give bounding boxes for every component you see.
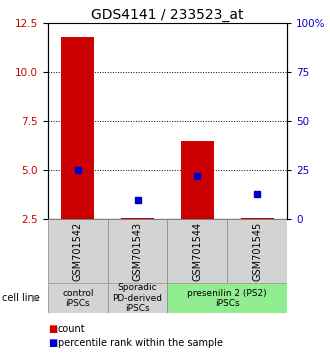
- Bar: [61, 37, 94, 219]
- Bar: [48, 283, 108, 313]
- Text: count: count: [58, 324, 85, 333]
- Bar: [121, 217, 154, 219]
- Text: Sporadic
PD-derived
iPSCs: Sporadic PD-derived iPSCs: [113, 283, 163, 313]
- Text: ■: ■: [48, 324, 57, 333]
- Bar: [227, 219, 287, 283]
- Bar: [181, 141, 214, 219]
- Title: GDS4141 / 233523_at: GDS4141 / 233523_at: [91, 8, 244, 22]
- Text: presenilin 2 (PS2)
iPSCs: presenilin 2 (PS2) iPSCs: [187, 289, 267, 308]
- Text: GSM701545: GSM701545: [252, 222, 262, 281]
- Text: GSM701543: GSM701543: [133, 222, 143, 281]
- Bar: [108, 283, 167, 313]
- Text: GSM701544: GSM701544: [192, 222, 202, 281]
- Bar: [168, 283, 287, 313]
- Text: control
iPSCs: control iPSCs: [62, 289, 93, 308]
- Text: ■: ■: [48, 338, 57, 348]
- Bar: [48, 219, 108, 283]
- Text: cell line: cell line: [2, 293, 39, 303]
- Bar: [168, 219, 227, 283]
- Text: GSM701542: GSM701542: [73, 222, 83, 281]
- Text: ▶: ▶: [32, 293, 40, 303]
- Text: percentile rank within the sample: percentile rank within the sample: [58, 338, 223, 348]
- Bar: [108, 219, 167, 283]
- Bar: [241, 217, 274, 219]
